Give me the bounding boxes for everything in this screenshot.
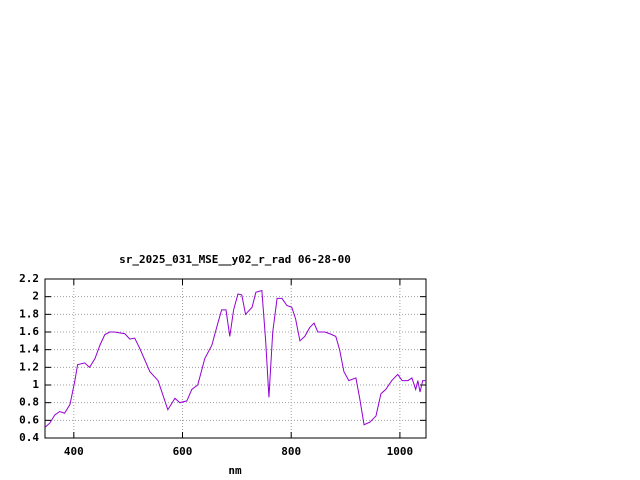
y-tick-label: 1 xyxy=(32,378,39,391)
chart-title: sr_2025_031_MSE__y02_r_rad 06-28-00 xyxy=(119,253,351,266)
x-axis-label: nm xyxy=(228,464,242,477)
x-tick-label: 1000 xyxy=(387,445,414,458)
x-tick-label: 600 xyxy=(173,445,193,458)
y-tick-label: 1.2 xyxy=(19,360,39,373)
data-line xyxy=(44,289,426,428)
y-tick-label: 0.6 xyxy=(19,413,39,426)
y-tick-label: 1.8 xyxy=(19,307,39,320)
x-tick-label: 800 xyxy=(281,445,301,458)
y-tick-label: 1.6 xyxy=(19,325,39,338)
y-tick-label: 1.4 xyxy=(19,343,39,356)
y-tick-label: 0.4 xyxy=(19,431,39,444)
y-tick-label: 2 xyxy=(32,290,39,303)
y-tick-label: 0.8 xyxy=(19,396,39,409)
y-tick-label: 2.2 xyxy=(19,272,39,285)
x-tick-label: 400 xyxy=(64,445,84,458)
plot-border xyxy=(44,278,427,439)
